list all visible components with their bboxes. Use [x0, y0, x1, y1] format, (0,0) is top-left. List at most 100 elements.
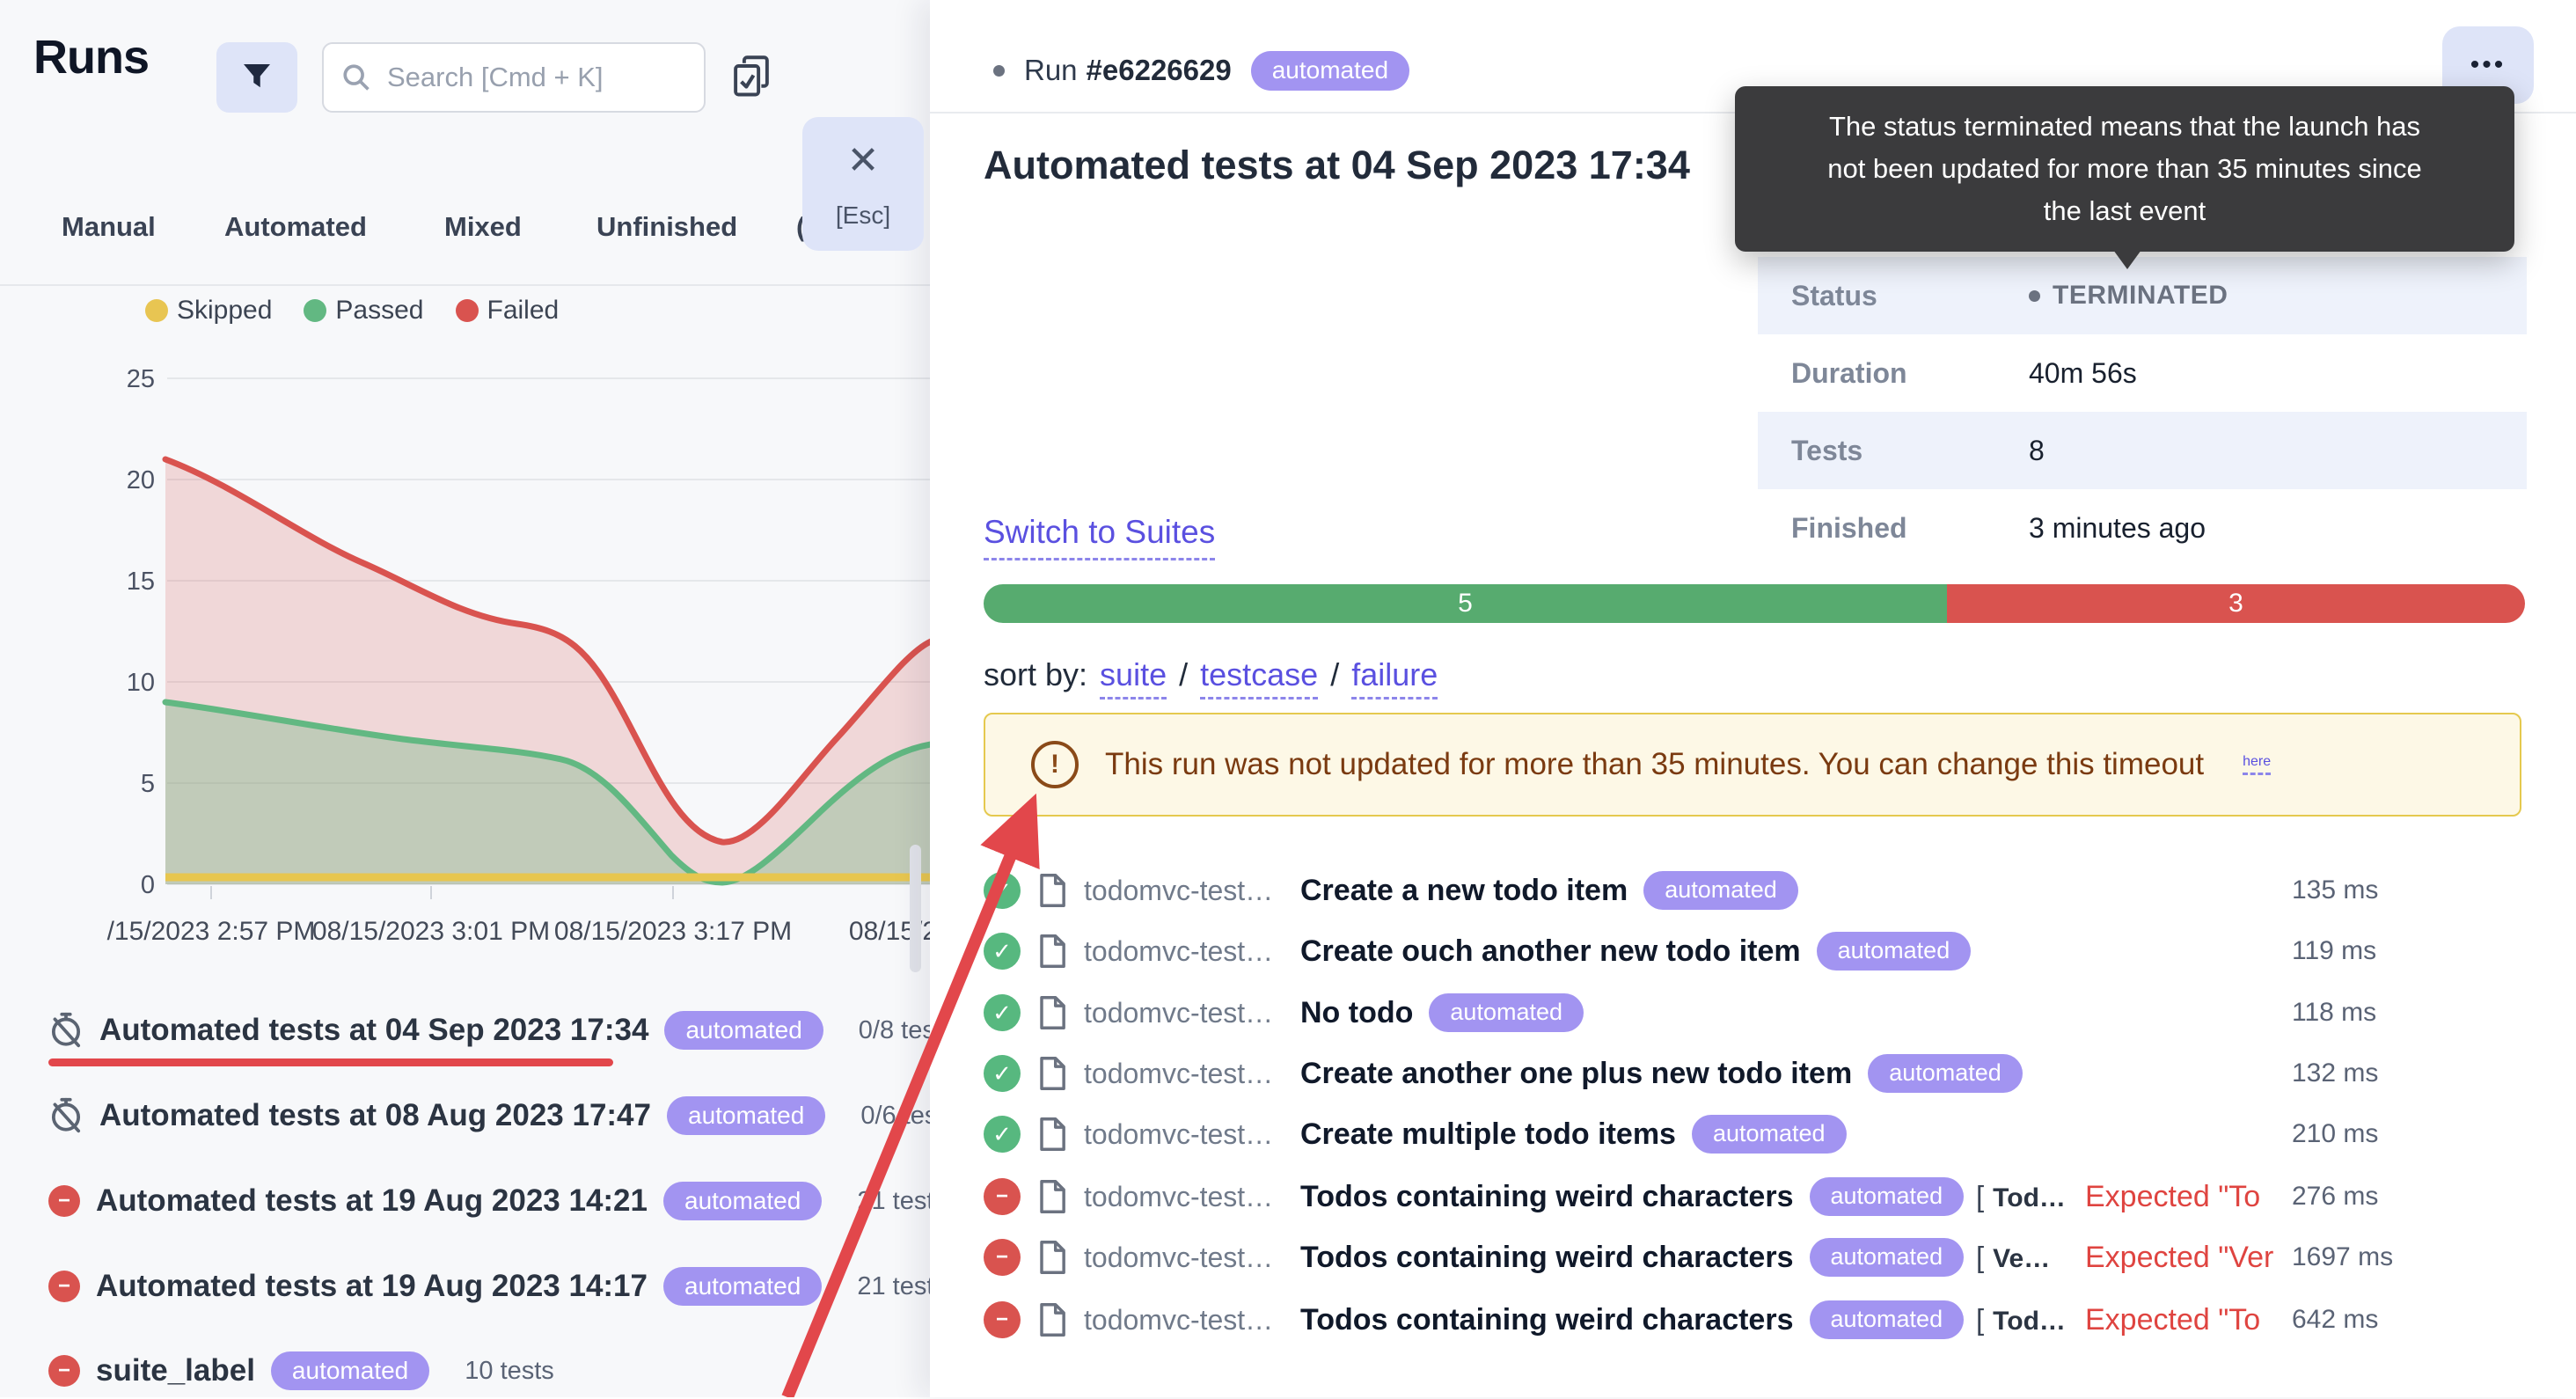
passed-icon: ✓	[984, 933, 1021, 970]
failure-message: Expected "To	[2085, 1179, 2261, 1213]
failed-dot-icon	[455, 299, 479, 322]
separator: /	[1179, 656, 1189, 692]
sort-label: sort by:	[984, 656, 1088, 692]
tab-clipped[interactable]: (	[796, 211, 806, 242]
test-duration: 132 ms	[2292, 1058, 2379, 1088]
run-list-item[interactable]: − Automated tests at 19 Aug 2023 14:21 a…	[48, 1173, 947, 1229]
y-axis-ticks: 25 20 15 10 5 0	[127, 365, 155, 899]
tab-automated[interactable]: Automated	[224, 211, 367, 242]
table-row-duration: Duration 40m 56s	[1758, 334, 2527, 412]
svg-text:15: 15	[127, 568, 155, 596]
file-icon	[1035, 1115, 1068, 1154]
run-list-item[interactable]: Automated tests at 08 Aug 2023 17:47 aut…	[48, 1088, 957, 1144]
passed-segment: 5	[984, 584, 1947, 623]
run-title: Automated tests at 19 Aug 2023 14:21	[96, 1183, 648, 1218]
test-title[interactable]: Todos containing weird characters	[1300, 1302, 1794, 1337]
skipped-dot-icon	[145, 299, 168, 322]
passed-icon: ✓	[984, 994, 1021, 1031]
tooltip-line: The status terminated means that the lau…	[1828, 111, 2421, 142]
test-row[interactable]: ✓ todomvc-test… Create another one plus …	[984, 1047, 2532, 1100]
file-icon	[1035, 871, 1068, 910]
close-panel-button[interactable]: ✕ [Esc]	[802, 117, 924, 251]
failed-icon: −	[48, 1271, 80, 1302]
search-icon	[341, 62, 371, 92]
table-row-tests: Tests 8	[1758, 412, 2527, 489]
test-suite[interactable]: todomvc-test…	[1084, 996, 1274, 1029]
test-row[interactable]: ✓ todomvc-test… Create multiple todo ite…	[984, 1108, 2532, 1161]
run-list-item[interactable]: − Automated tests at 19 Aug 2023 14:17 a…	[48, 1258, 947, 1315]
automated-badge: automated	[663, 1181, 823, 1221]
run-list-item[interactable]: − suite_label automated 10 tests	[48, 1343, 919, 1399]
failed-segment: 3	[1947, 584, 2525, 623]
test-suite[interactable]: todomvc-test…	[1084, 1057, 1274, 1089]
warning-text: This run was not updated for more than 3…	[1105, 747, 2205, 781]
terminated-tooltip: The status terminated means that the lau…	[1735, 86, 2514, 270]
test-suite[interactable]: todomvc-test…	[1084, 874, 1274, 906]
test-row[interactable]: ✓ todomvc-test… No todo automated 118 ms	[984, 986, 2532, 1039]
switch-to-suites-link[interactable]: Switch to Suites	[984, 514, 1216, 560]
x-tick-2: 08/15/2023 3:01 PM	[312, 917, 550, 946]
failed-area	[165, 459, 931, 884]
automated-badge: automated	[664, 1010, 823, 1051]
test-suite[interactable]: todomvc-test…	[1084, 1117, 1274, 1150]
test-suite[interactable]: todomvc-test…	[1084, 934, 1274, 967]
row-label: Finished	[1791, 511, 1907, 544]
test-title[interactable]: Create another one plus new todo item	[1300, 1056, 1853, 1090]
test-row[interactable]: ✓ todomvc-test… Create a new todo item a…	[984, 864, 2532, 917]
copy-check-icon	[728, 55, 774, 100]
row-value: 3 minutes ago	[2029, 511, 2206, 544]
search-input[interactable]	[385, 61, 670, 94]
run-detail-title: Automated tests at 04 Sep 2023 17:34	[984, 143, 1690, 187]
filter-button[interactable]	[216, 42, 297, 113]
test-row[interactable]: ✓ todomvc-test… Create ouch another new …	[984, 925, 2532, 978]
select-runs-button[interactable]	[723, 49, 779, 106]
scrollbar-thumb[interactable]	[910, 845, 921, 972]
timeout-here-link[interactable]: here	[2243, 754, 2272, 775]
test-title[interactable]: Create multiple todo items	[1300, 1117, 1676, 1151]
test-title[interactable]: Todos containing weird characters	[1300, 1179, 1794, 1213]
automated-badge: automated	[667, 1095, 826, 1136]
svg-text:5: 5	[141, 770, 155, 798]
ellipsis-icon: •••	[2470, 50, 2506, 79]
sort-by-suite-link[interactable]: suite	[1100, 656, 1167, 700]
svg-text:25: 25	[127, 365, 155, 393]
test-title[interactable]: Create a new todo item	[1300, 873, 1628, 907]
failed-icon: −	[984, 1301, 1021, 1338]
tab-manual[interactable]: Manual	[62, 211, 156, 242]
test-row[interactable]: − todomvc-test… Todos containing weird c…	[984, 1170, 2532, 1223]
automated-badge: automated	[1643, 871, 1798, 910]
test-row[interactable]: − todomvc-test… Todos containing weird c…	[984, 1231, 2532, 1284]
test-duration: 642 ms	[2292, 1305, 2379, 1334]
file-icon	[1035, 993, 1068, 1032]
terminated-dot-icon	[2029, 289, 2040, 302]
row-label: Status	[1791, 279, 1877, 311]
test-title[interactable]: No todo	[1300, 995, 1414, 1029]
tab-unfinished[interactable]: Unfinished	[596, 211, 738, 242]
test-duration: 135 ms	[2292, 875, 2379, 905]
search-box[interactable]	[322, 42, 706, 113]
row-label: Tests	[1791, 434, 1863, 466]
file-icon	[1035, 1054, 1068, 1093]
pass-fail-progress-bar: 5 3	[984, 584, 2525, 623]
tab-mixed[interactable]: Mixed	[444, 211, 522, 242]
run-list-item[interactable]: Automated tests at 04 Sep 2023 17:34 aut…	[48, 1002, 955, 1058]
test-suite[interactable]: todomvc-test…	[1084, 1241, 1274, 1273]
run-title: Automated tests at 08 Aug 2023 17:47	[99, 1098, 651, 1132]
sort-by-failure-link[interactable]: failure	[1351, 656, 1438, 700]
test-duration: 210 ms	[2292, 1119, 2379, 1148]
stopwatch-off-icon	[48, 1011, 84, 1050]
test-suite[interactable]: todomvc-test…	[1084, 1180, 1274, 1212]
test-row[interactable]: − todomvc-test… Todos containing weird c…	[984, 1293, 2532, 1346]
test-title[interactable]: Create ouch another new todo item	[1300, 934, 1801, 968]
red-underline-annotation	[48, 1058, 613, 1066]
legend-label: Skipped	[177, 296, 273, 325]
tooltip-line: the last event	[2043, 195, 2206, 227]
test-duration: 118 ms	[2292, 998, 2377, 1027]
failure-message: Expected "To	[2085, 1302, 2261, 1337]
failure-group-tag: [Tod…	[1976, 1180, 2066, 1212]
stopwatch-off-icon	[48, 1096, 84, 1135]
run-status-dot-icon	[993, 64, 1005, 77]
test-title[interactable]: Todos containing weird characters	[1300, 1240, 1794, 1274]
test-suite[interactable]: todomvc-test…	[1084, 1303, 1274, 1336]
sort-by-testcase-link[interactable]: testcase	[1200, 656, 1319, 700]
